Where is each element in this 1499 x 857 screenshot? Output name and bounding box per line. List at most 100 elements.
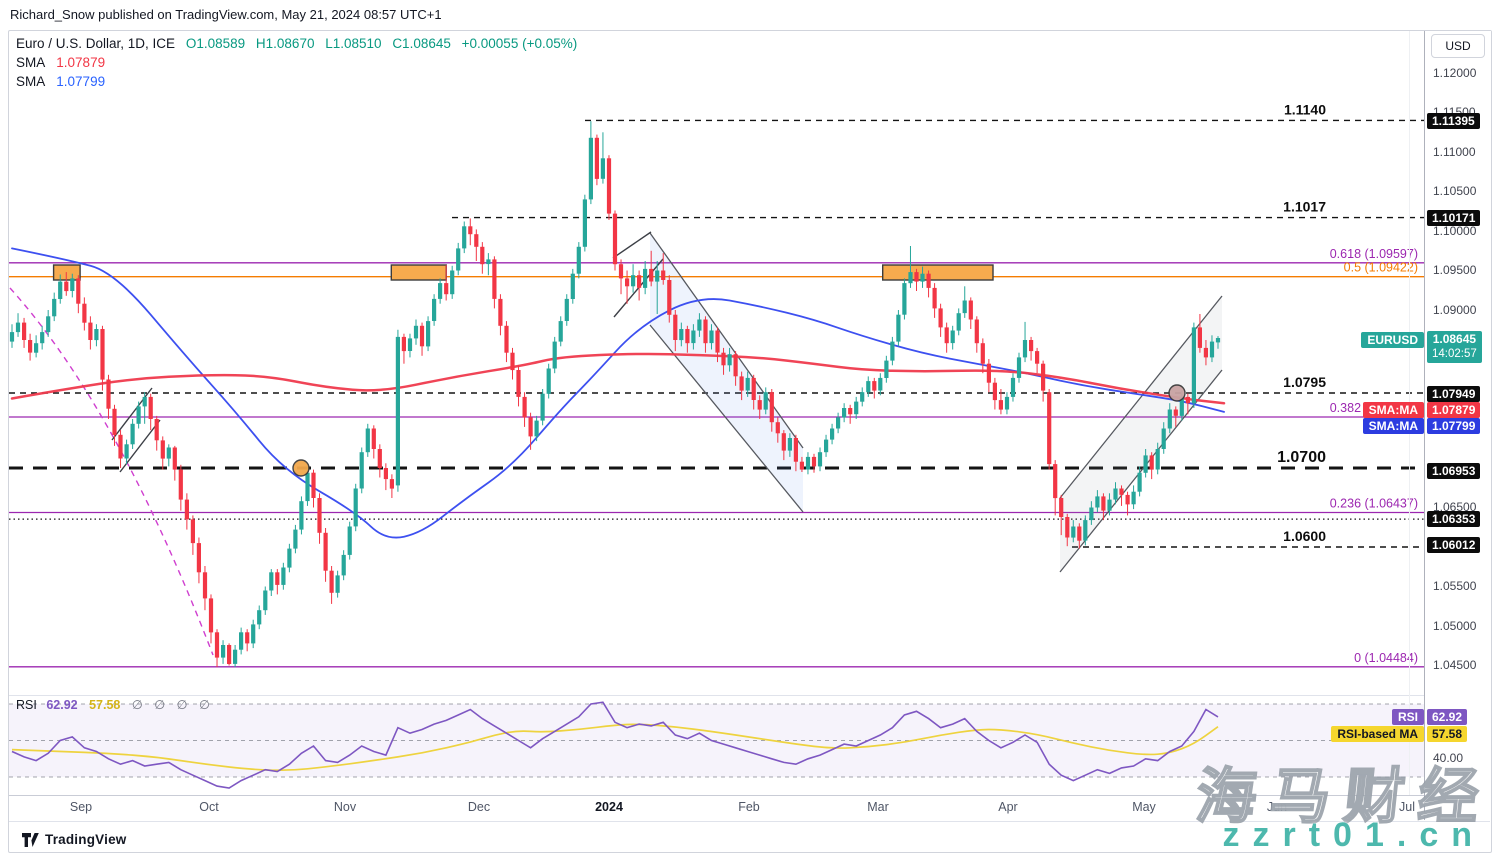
supply-box-nov[interactable] — [390, 264, 447, 281]
time-axis-label-Feb: Feb — [738, 800, 760, 814]
sep-mini-channel-upper[interactable] — [111, 387, 153, 441]
sep-downtrend-dashed[interactable] — [9, 287, 214, 656]
pane-separator[interactable] — [9, 695, 1490, 696]
footer: TradingView — [22, 832, 126, 847]
rsi-legend[interactable]: RSI 62.92 57.58 ∅ ∅ ∅ ∅ — [16, 697, 210, 712]
price-tick-1.04500: 1.04500 — [1433, 658, 1477, 672]
time-axis-label-Nov: Nov — [333, 800, 357, 814]
axis-badge-1.07879: 1.07879 — [1427, 402, 1481, 418]
fib-label-0.618: 0.618 (1.09597) — [1330, 247, 1418, 261]
breakout-circle-oct[interactable] — [292, 459, 310, 477]
price-tick-1.09500: 1.09500 — [1433, 263, 1477, 277]
time-axis-label-Sep: Sep — [69, 800, 93, 814]
floating-badge-sma-ma: SMA:MA — [1362, 402, 1424, 418]
ohlc-high: H1.08670 — [255, 36, 315, 51]
time-axis-label-2024: 2024 — [595, 800, 623, 814]
key-level-label-1.0700: 1.0700 — [1277, 449, 1326, 466]
ohlc-open: O1.08589 — [185, 36, 246, 51]
sma2-name: SMA — [16, 74, 45, 89]
axis-badge-1.06012: 1.06012 — [1427, 537, 1481, 553]
plot-area[interactable]: 1.1140 1.1017 1.0795 1.0700 1.0600 0.618 (1.0… — [9, 101, 1424, 789]
price-tick-1.09000: 1.09000 — [1433, 303, 1477, 317]
jan-down-channel-upper[interactable] — [649, 232, 804, 449]
rsi-tick-40.00: 40.00 — [1433, 751, 1464, 765]
ohlc-change: +0.00055 (+0.05%) — [461, 36, 578, 51]
fib-label-0.5: 0.5 (1.09422) — [1344, 261, 1418, 275]
rsi-ma-value: 57.58 — [89, 698, 121, 712]
rsi-empty-plot-icon: ∅ — [176, 698, 188, 712]
floating-badge-eurusd: EURUSD — [1361, 332, 1424, 348]
axis-badge-62.92: 62.92 — [1427, 709, 1468, 725]
time-axis[interactable]: Sep Oct Nov Dec 2024 Feb Mar Apr May Jun Jul — [9, 796, 1424, 821]
fib-label-0.236: 0.236 (1.06437) — [1330, 497, 1418, 511]
jan-flag-upper[interactable] — [612, 231, 652, 259]
price-tick-1.06500: 1.06500 — [1433, 500, 1477, 514]
tradingview-brand-link[interactable]: TradingView — [45, 832, 127, 847]
ohlc-low: L1.08510 — [325, 36, 382, 51]
sma2-value: 1.07799 — [56, 74, 106, 89]
tradingview-logo-icon — [22, 832, 39, 847]
supply-box-sep[interactable] — [52, 264, 81, 281]
axis-badge-1.08645: 1.08645 14:02:57 — [1427, 331, 1482, 363]
jan-flag-lower[interactable] — [613, 258, 664, 318]
time-axis-label-Oct: Oct — [199, 800, 219, 814]
sma-red-line[interactable] — [10, 352, 1226, 405]
rsi-line[interactable] — [11, 701, 1219, 789]
jan-down-channel-lower[interactable] — [649, 324, 804, 513]
jan-down-channel-fill — [650, 233, 803, 512]
rsi-empty-plot-icon: ∅ — [131, 698, 143, 712]
sma-row-1[interactable]: SMA 1.07879 — [16, 55, 577, 71]
candles — [9, 121, 1221, 668]
price-tick-1.05500: 1.05500 — [1433, 579, 1477, 593]
price-axis-border — [1424, 31, 1425, 820]
price-tick-1.12000: 1.12000 — [1433, 66, 1477, 80]
symbol-row[interactable]: Euro / U.S. Dollar, 1D, ICE O1.08589 H1.… — [16, 36, 577, 52]
price-tick-1.10500: 1.10500 — [1433, 184, 1477, 198]
retest-circle-may[interactable] — [1168, 384, 1186, 402]
byline: Richard_Snow published on TradingView.co… — [10, 7, 442, 22]
axis-badge-57.58: 57.58 — [1427, 726, 1468, 742]
key-level-label-1.0795: 1.0795 — [1283, 374, 1326, 390]
rsi-empty-plot-icon: ∅ — [198, 698, 210, 712]
rsi-value: 62.92 — [46, 698, 78, 712]
fib-label-0: 0 (1.04484) — [1354, 651, 1418, 665]
footer-divider — [9, 821, 1490, 822]
rsi-empty-plot-icon: ∅ — [154, 698, 166, 712]
price-tick-1.05000: 1.05000 — [1433, 619, 1477, 633]
floating-badge-rsi: RSI — [1391, 709, 1424, 725]
key-level-label-1.1140: 1.1140 — [1284, 101, 1326, 117]
sma1-name: SMA — [16, 55, 45, 70]
time-axis-label-Mar: Mar — [867, 800, 889, 814]
axis-badge-1.07949: 1.07949 — [1427, 386, 1481, 402]
price-axis[interactable]: USD 1.12000 1.11500 1.11000 1.10500 1.10000 1… — [1425, 31, 1491, 820]
axis-badge-1.06353: 1.06353 — [1427, 511, 1481, 527]
sma1-value: 1.07879 — [56, 55, 106, 70]
currency-toggle-button[interactable]: USD — [1431, 34, 1485, 58]
sma-row-2[interactable]: SMA 1.07799 — [16, 74, 577, 90]
time-axis-label-Jun: Jun — [1266, 800, 1288, 814]
price-tick-1.11000: 1.11000 — [1433, 145, 1476, 159]
axis-badge-1.06953: 1.06953 — [1427, 463, 1481, 479]
ohlc-close: C1.08645 — [392, 36, 451, 51]
price-tick-1.10000: 1.10000 — [1433, 224, 1477, 238]
floating-badge-rsi-based-ma: RSI-based MA — [1331, 726, 1424, 742]
axis-badge-1.07799: 1.07799 — [1427, 418, 1481, 434]
chart-legend: Euro / U.S. Dollar, 1D, ICE O1.08589 H1.… — [16, 36, 577, 93]
supply-box-mar[interactable] — [882, 264, 994, 281]
axis-badge-1.10171: 1.10171 — [1427, 210, 1481, 226]
key-level-label-1.0600: 1.0600 — [1283, 528, 1326, 544]
time-axis-label-May: May — [1132, 800, 1156, 814]
time-axis-label-Dec: Dec — [467, 800, 491, 814]
time-axis-label-Jul: Jul — [1399, 800, 1415, 814]
axis-badge-1.11395: 1.11395 — [1427, 113, 1480, 129]
floating-badge-sma-ma: SMA:MA — [1362, 418, 1424, 434]
symbol-title: Euro / U.S. Dollar, 1D, ICE — [16, 36, 176, 51]
time-axis-label-Apr: Apr — [998, 800, 1018, 814]
key-level-label-1.1017: 1.1017 — [1283, 199, 1326, 215]
time-axis-border — [9, 795, 1490, 796]
sma-blue-line[interactable] — [11, 247, 1225, 539]
rsi-name: RSI — [16, 698, 37, 712]
apr-up-channel-fill — [1060, 296, 1222, 572]
